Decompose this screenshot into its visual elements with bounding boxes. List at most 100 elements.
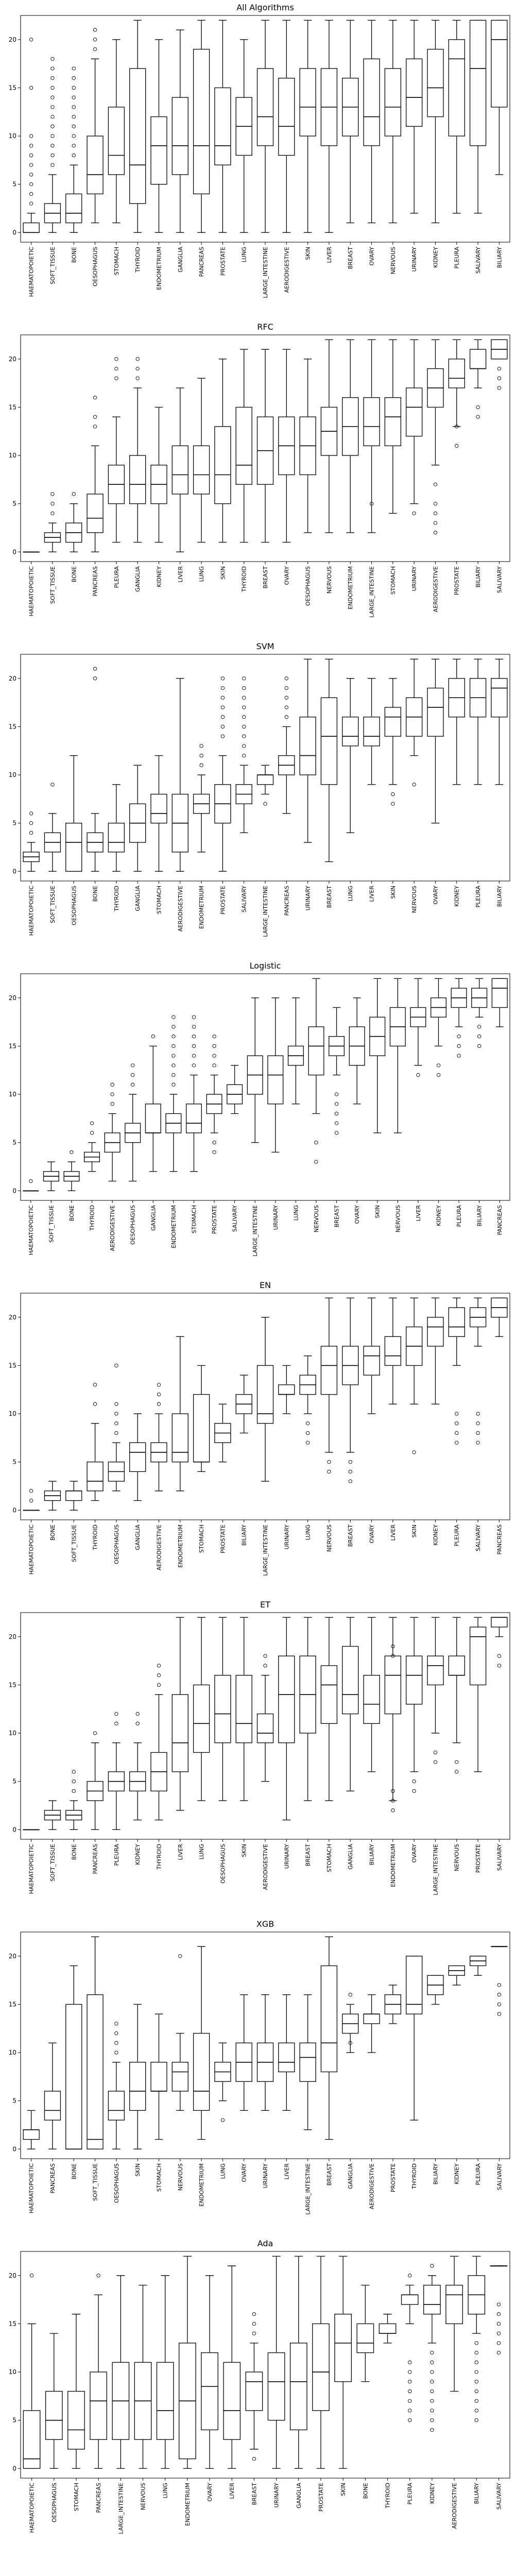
outlier-point (114, 2031, 118, 2036)
iqr-box (129, 455, 146, 504)
box-haematopoietic (23, 2110, 40, 2149)
outlier-point (93, 396, 97, 400)
box-thyroid (87, 1383, 104, 1501)
x-tick-label: PROSTATE (219, 886, 226, 914)
outlier-point (433, 1760, 438, 1764)
outlier-point (474, 2418, 478, 2422)
iqr-box (363, 58, 380, 146)
outlier-point (178, 1954, 182, 1958)
iqr-box (108, 823, 125, 853)
outlier-point (29, 134, 33, 138)
outlier-point (497, 2012, 501, 2016)
outlier-point (192, 1054, 196, 1058)
outlier-point (93, 1383, 97, 1387)
x-tick-label: BONE (92, 886, 99, 902)
box-haematopoietic (23, 1489, 40, 1511)
box-lung (193, 378, 210, 543)
outlier-point (416, 1073, 420, 1077)
box-ovary (363, 1297, 380, 1414)
box-nervous (320, 339, 338, 533)
box-ganglia (171, 29, 188, 233)
box-thyroid (235, 349, 252, 543)
x-tick-label: BILIARY (496, 247, 503, 268)
iqr-box (469, 349, 487, 369)
iqr-box (469, 20, 487, 146)
iqr-box (299, 2042, 316, 2082)
outlier-point (93, 415, 97, 419)
boxplot-panel: SVM 0 5 10 15 20 HAEMATOPOIETIC SOFT_TISSUE OESO… (9, 641, 510, 937)
x-tick-label: HAEMATOPOIETIC (28, 2163, 35, 2214)
box-prostate (214, 676, 231, 872)
box-haematopoietic (23, 2274, 41, 2469)
x-tick-label: KIDNEY (454, 2163, 460, 2184)
outlier-point (72, 1770, 76, 1774)
x-tick-label: AERODIGESTIVE (109, 1205, 116, 1251)
box-lung (156, 2275, 174, 2469)
x-tick-label: PANCREAS (283, 886, 290, 916)
iqr-box (214, 1675, 231, 1743)
outlier-point (496, 2350, 501, 2355)
x-tick-label: SOFT_TISSUE (49, 886, 56, 923)
box-kidney (427, 20, 444, 224)
panel-title: RFC (257, 322, 273, 332)
box-ovary (363, 20, 380, 224)
x-tick-label: SKIN (340, 2483, 347, 2496)
outlier-point (474, 2409, 478, 2413)
box-lung (287, 997, 304, 1105)
outlier-point (72, 105, 76, 109)
outlier-point (93, 667, 97, 671)
outlier-point (220, 676, 225, 681)
box-lung (214, 2042, 231, 2122)
outlier-point (157, 1683, 161, 1687)
box-ovary (349, 997, 365, 1105)
x-tick-label: THYROID (92, 1524, 99, 1551)
x-tick-label: BONE (71, 1844, 77, 1860)
x-tick-label: LARGE_INTESTINE (432, 1844, 439, 1895)
iqr-box (129, 2062, 146, 2111)
panel-title: All Algorithms (236, 3, 294, 12)
x-tick-label: LIVER (369, 886, 375, 902)
outlier-point (114, 1363, 118, 1368)
box-bone (63, 1150, 80, 1191)
outlier-point (135, 357, 140, 361)
box-pancreas (90, 2274, 107, 2469)
iqr-box (405, 58, 423, 127)
box-pleura (401, 2274, 419, 2422)
y-tick-label: 20 (9, 2272, 16, 2279)
box-soft-tissue (44, 57, 61, 233)
iqr-box (23, 2410, 41, 2469)
iqr-box (363, 1346, 380, 1376)
iqr-box (108, 2091, 125, 2121)
boxplot-panel: All Algorithms 0 5 10 15 20 HAEMATOPOIETIC SOFT… (9, 3, 510, 298)
x-tick-label: HAEMATOPOIETIC (28, 1205, 35, 1256)
outlier-point (477, 1025, 482, 1029)
outlier-point (430, 2409, 434, 2413)
box-salivary (469, 1297, 487, 1445)
y-tick-label: 5 (12, 1778, 16, 1785)
outlier-point (455, 1760, 459, 1764)
x-tick-label: ENDOMETRIUM (198, 2163, 205, 2207)
outlier-point (114, 1721, 118, 1725)
x-tick-label: OVARY (411, 1844, 418, 1863)
iqr-box (256, 1713, 274, 1743)
box-soft-tissue (44, 783, 61, 872)
box-liver (223, 2265, 241, 2469)
box-pancreas (87, 1731, 104, 1830)
iqr-box (256, 1365, 274, 1424)
outlier-point (430, 2399, 434, 2403)
iqr-box (67, 2391, 85, 2450)
outlier-point (455, 1770, 459, 1774)
x-tick-label: LIVER (390, 1524, 397, 1541)
x-tick-label: OVARY (369, 247, 375, 266)
iqr-box (312, 2323, 330, 2411)
iqr-box (363, 397, 380, 446)
x-tick-label: SKIN (305, 247, 312, 260)
outlier-point (151, 1035, 155, 1039)
x-tick-label: LUNG (198, 566, 205, 582)
outlier-point (110, 1102, 114, 1106)
outlier-point (157, 1392, 161, 1397)
y-tick-label: 20 (9, 1633, 16, 1640)
iqr-box (256, 68, 274, 146)
x-tick-label: LUNG (305, 1524, 312, 1540)
x-tick-label: OVARY (432, 886, 439, 905)
